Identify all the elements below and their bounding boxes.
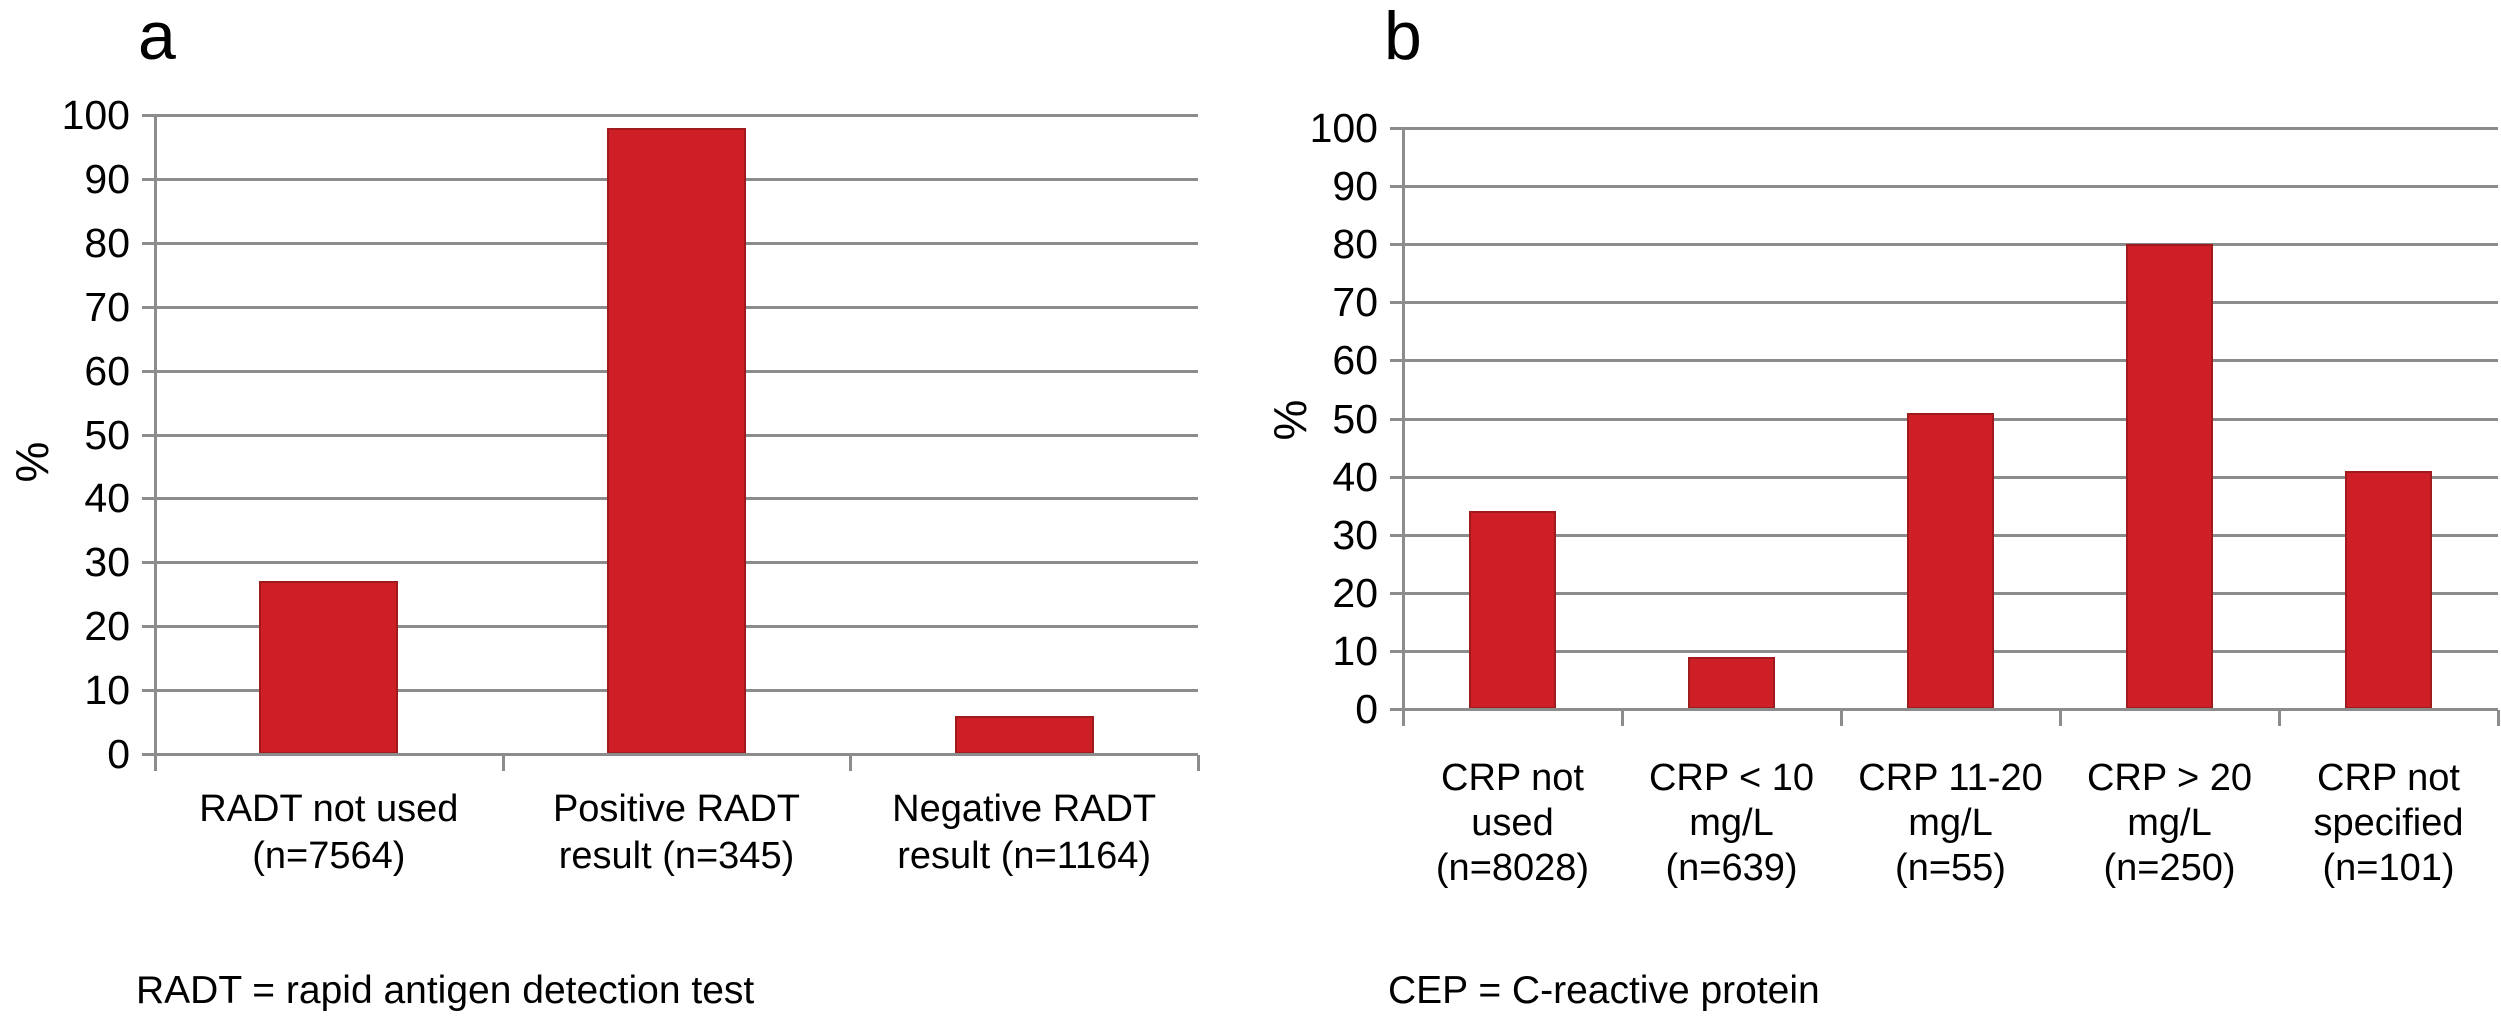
x-category-label: RADT not used (n=7564) <box>135 786 523 880</box>
x-category-label: CRP < 10 mg/L (n=639) <box>1602 756 1861 891</box>
bar-radt-not-used-n-7564 <box>259 581 399 754</box>
x-category-label-line: CRP < 10 <box>1648 757 1815 799</box>
x-axis-tick <box>501 755 505 771</box>
bar-crp-10-mg-l-n-639 <box>1687 656 1776 709</box>
x-category-label-line: mg/L <box>1908 802 1993 844</box>
x-category-label-line: (n=101) <box>2322 847 2455 889</box>
x-category-label: CRP > 20 mg/L (n=250) <box>2040 756 2299 891</box>
x-category-label-line: used <box>1471 802 1554 844</box>
panel-b-letter: b <box>1384 0 1422 74</box>
bar-crp-20-mg-l-n-250 <box>2125 244 2214 709</box>
y-tick-label-80: 80 <box>84 219 130 266</box>
y-tick-label-80: 80 <box>1332 221 1378 268</box>
x-axis-line <box>1390 708 2498 711</box>
x-category-label: CRP not used (n=8028) <box>1383 756 1642 891</box>
x-axis-tick <box>1621 710 1624 726</box>
y-tick-label-30: 30 <box>1332 511 1378 558</box>
x-category-label-line: (n=639) <box>1665 847 1798 889</box>
x-axis-tick <box>1197 755 1200 771</box>
y-tick-label-40: 40 <box>84 475 130 522</box>
x-category-label-line: mg/L <box>1689 802 1774 844</box>
x-axis-tick <box>2278 710 2281 726</box>
x-category-label-line: (n=250) <box>2103 847 2236 889</box>
x-category-label-line: Negative RADT <box>892 788 1157 830</box>
x-category-label-line: mg/L <box>2127 802 2212 844</box>
panel-b-footnote: CEP = C-reactive protein <box>1388 969 1820 1012</box>
y-tick-label-0: 0 <box>1355 686 1378 732</box>
y-tick-label-30: 30 <box>84 539 130 586</box>
x-category-label-line: CRP > 20 <box>2086 757 2253 799</box>
y-tick-label-70: 70 <box>1332 279 1378 326</box>
x-category-label-line: specified <box>2313 802 2464 844</box>
panel-a-footnote: RADT = rapid antigen detection test <box>136 969 755 1012</box>
y-tick-label-0: 0 <box>107 731 130 777</box>
x-category-label: CRP 11-20 mg/L (n=55) <box>1821 756 2080 891</box>
y-tick-label-20: 20 <box>1332 569 1378 616</box>
gridline-70 <box>1390 301 2498 305</box>
y-tick-label-100: 100 <box>61 92 130 138</box>
y-tick-label-50: 50 <box>1332 395 1378 442</box>
y-tick-label-10: 10 <box>84 667 130 714</box>
bar-crp-not-used-n-8028 <box>1468 511 1557 709</box>
x-category-label-line: RADT not used <box>199 788 459 830</box>
bar-negative-radt-result-n-1164 <box>954 715 1094 754</box>
x-axis-tick <box>1840 710 1843 726</box>
x-category-label-line: Positive RADT <box>552 788 801 830</box>
y-axis-line <box>154 115 157 770</box>
y-tick-label-90: 90 <box>1332 163 1378 210</box>
x-category-label-line: CRP 11-20 <box>1858 757 2043 799</box>
x-category-label-line: result (n=345) <box>558 835 795 877</box>
panel-a-letter: a <box>138 0 176 74</box>
y-tick-label-20: 20 <box>84 603 130 650</box>
x-category-label-line: result (n=1164) <box>897 835 1152 877</box>
x-axis-line <box>142 753 1198 756</box>
gridline-100 <box>142 114 1198 117</box>
x-axis-tick <box>2497 710 2500 726</box>
x-category-label: Positive RADT result (n=345) <box>483 786 871 880</box>
gridline-90 <box>1390 185 2498 189</box>
x-axis-tick <box>849 755 853 771</box>
x-category-label: CRP not specified (n=101) <box>2259 756 2501 891</box>
x-category-label-line: CRP not <box>1441 757 1584 799</box>
x-category-label: Negative RADT result (n=1164) <box>830 786 1218 880</box>
x-category-label-line: (n=55) <box>1895 847 2006 889</box>
x-category-label-line: (n=7564) <box>252 835 406 877</box>
x-axis-tick <box>2059 710 2062 726</box>
y-tick-label-90: 90 <box>84 155 130 202</box>
y-tick-label-50: 50 <box>84 411 130 458</box>
x-axis-tick <box>1402 710 1405 726</box>
bar-positive-radt-result-n-345 <box>606 127 747 754</box>
y-tick-label-60: 60 <box>1332 337 1378 384</box>
x-axis-tick <box>154 755 157 771</box>
y-tick-label-60: 60 <box>84 347 130 394</box>
bar-crp-11-20-mg-l-n-55 <box>1906 412 1995 709</box>
x-category-label-line: (n=8028) <box>1435 847 1590 889</box>
bar-crp-not-specified-n-101 <box>2344 470 2433 709</box>
y-axis-line <box>1402 128 1405 725</box>
y-tick-label-70: 70 <box>84 283 130 330</box>
gridline-100 <box>1390 127 2498 130</box>
x-category-label-line: CRP not <box>2317 757 2460 799</box>
gridline-80 <box>1390 243 2498 247</box>
y-tick-label-100: 100 <box>1309 105 1378 151</box>
gridline-60 <box>1390 359 2498 363</box>
y-tick-label-10: 10 <box>1332 627 1378 674</box>
y-tick-label-40: 40 <box>1332 453 1378 500</box>
